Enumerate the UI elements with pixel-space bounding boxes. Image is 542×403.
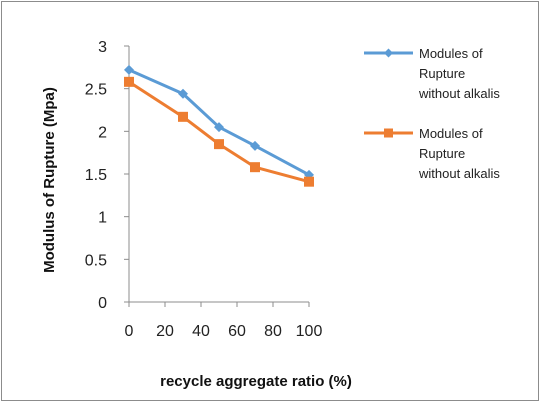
axes — [124, 46, 309, 307]
legend-label: Modules of — [419, 126, 483, 141]
legend-label: without alkalis — [418, 86, 500, 101]
series-layer — [124, 65, 314, 187]
x-tick-label: 80 — [264, 323, 282, 340]
x-tick-label: 60 — [228, 323, 246, 340]
y-tick-label: 2 — [98, 124, 107, 141]
data-point — [178, 112, 188, 122]
y-tick-labels: 0 0.5 1 1.5 2 2.5 3 — [85, 39, 107, 312]
x-tick-label: 20 — [156, 323, 174, 340]
legend-entry-1: Modules of Rupture without alkalis — [364, 46, 500, 101]
x-tick-labels: 0 20 40 60 80 100 — [125, 323, 323, 340]
x-tick-label: 40 — [192, 323, 210, 340]
data-point — [214, 139, 224, 149]
data-point — [124, 77, 134, 87]
y-tick-label: 0 — [98, 295, 107, 312]
y-tick-label: 1 — [98, 210, 107, 227]
x-axis-title: recycle aggregate ratio (%) — [160, 373, 352, 390]
x-tick-label: 100 — [296, 323, 323, 340]
y-tick-label: 3 — [98, 39, 107, 56]
legend-entry-2: Modules of Rupture without alkalis — [364, 126, 500, 181]
legend-label: Rupture — [419, 146, 465, 161]
legend-marker — [384, 49, 393, 58]
legend-label: without alkalis — [418, 166, 500, 181]
x-tick-label: 0 — [125, 323, 134, 340]
legend-label: Rupture — [419, 66, 465, 81]
data-point — [250, 162, 260, 172]
legend-marker — [384, 129, 393, 138]
data-point — [304, 177, 314, 187]
y-tick-label: 1.5 — [85, 167, 107, 184]
data-point — [124, 65, 134, 75]
y-axis-title: Modulus of Rupture (Mpa) — [41, 87, 58, 273]
y-tick-label: 2.5 — [85, 82, 107, 99]
y-tick-label: 0.5 — [85, 252, 107, 269]
legend-label: Modules of — [419, 46, 483, 61]
series-1 — [124, 65, 314, 180]
